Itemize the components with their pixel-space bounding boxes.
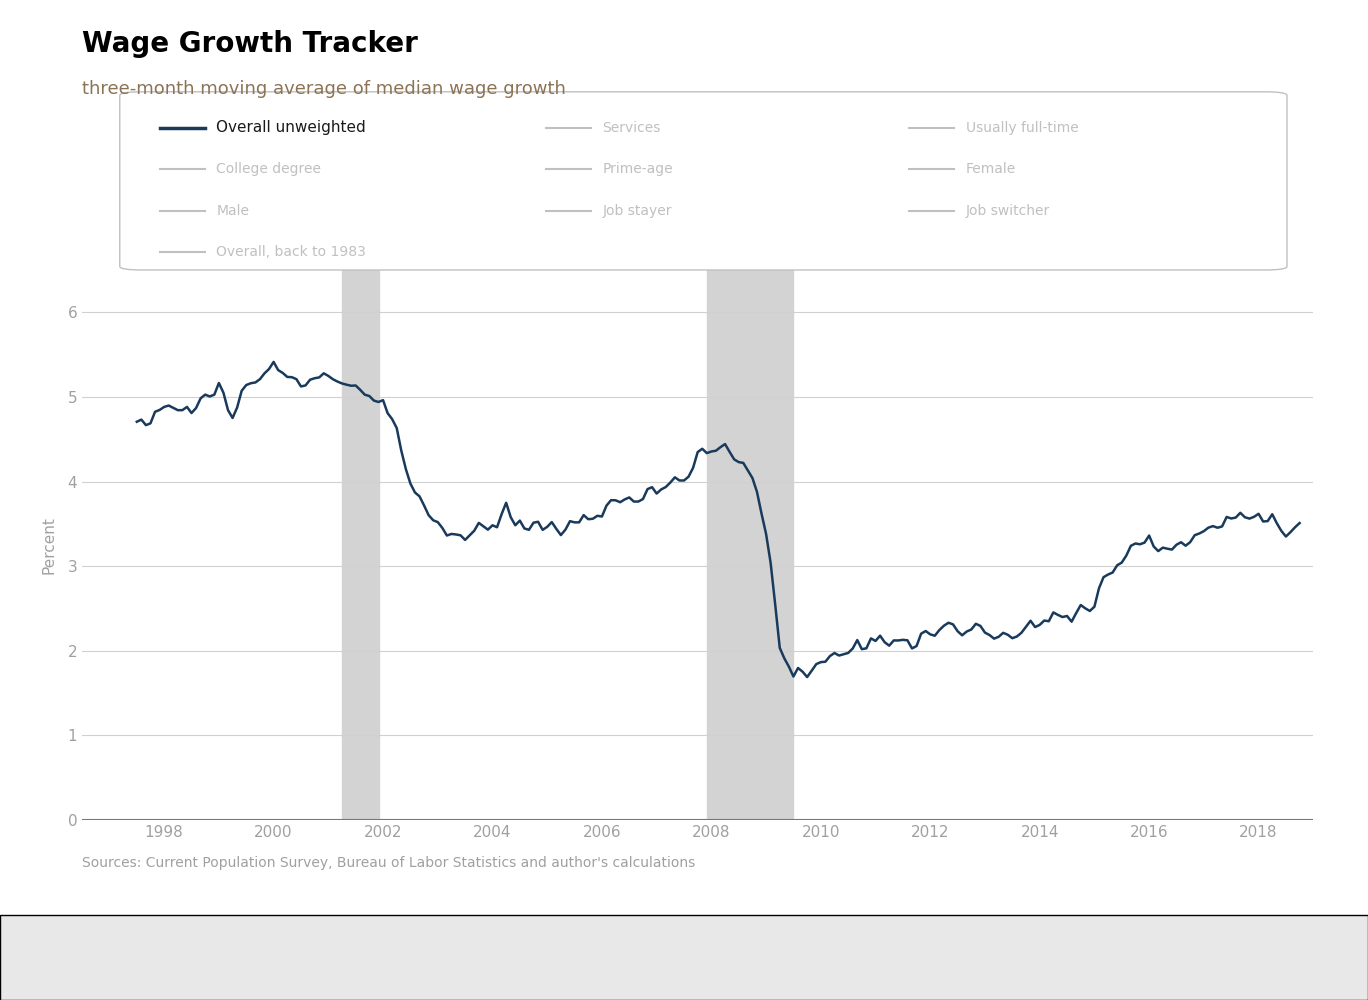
Text: College degree: College degree	[216, 162, 321, 176]
Text: Male: Male	[216, 204, 249, 218]
Text: Services: Services	[602, 121, 661, 135]
Text: Prime-age: Prime-age	[602, 162, 673, 176]
Bar	[707, 270, 793, 820]
Text: three-month moving average of median wage growth: three-month moving average of median wag…	[82, 80, 566, 98]
Text: Job stayer: Job stayer	[602, 204, 672, 218]
FancyBboxPatch shape	[120, 92, 1287, 270]
Text: Job switcher: Job switcher	[966, 204, 1049, 218]
Text: Female: Female	[966, 162, 1016, 176]
Text: Usually full-time: Usually full-time	[966, 121, 1078, 135]
Text: Overall unweighted: Overall unweighted	[216, 120, 367, 135]
Y-axis label: Percent: Percent	[41, 516, 56, 574]
Text: Sources: Current Population Survey, Bureau of Labor Statistics and author's calc: Sources: Current Population Survey, Bure…	[82, 856, 695, 870]
Text: FEDERAL RESERVE BANK of ATLANTA: FEDERAL RESERVE BANK of ATLANTA	[55, 950, 345, 964]
Text: Overall, back to 1983: Overall, back to 1983	[216, 245, 367, 259]
Bar	[342, 270, 379, 820]
Text: Wage Growth Tracker: Wage Growth Tracker	[82, 30, 419, 58]
Text: Exported on: Friday, October 5, 2018: Exported on: Friday, October 5, 2018	[1081, 951, 1313, 964]
